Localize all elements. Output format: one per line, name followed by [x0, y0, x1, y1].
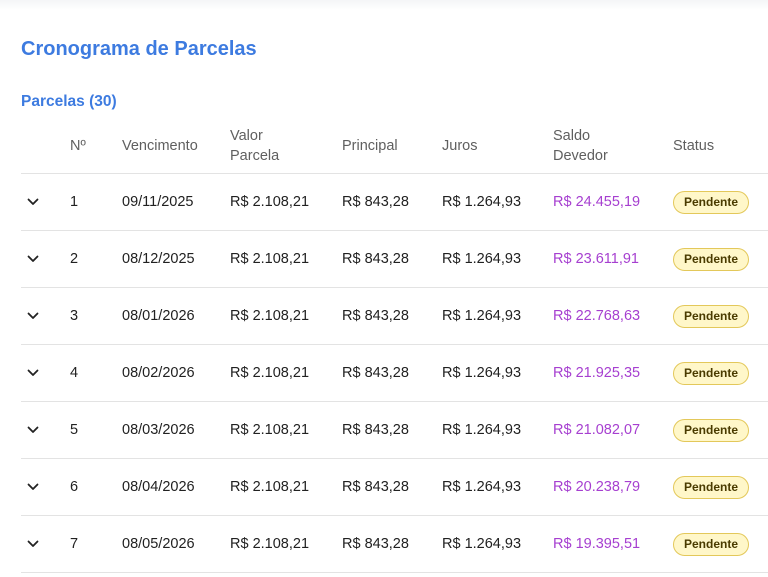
table-row[interactable]: 5 08/03/2026 R$ 2.108,21 R$ 843,28 R$ 1.… — [21, 402, 768, 459]
cell-valor-parcela: R$ 2.108,21 — [230, 422, 310, 438]
cell-juros: R$ 1.264,93 — [442, 536, 522, 552]
expand-toggle[interactable] — [27, 174, 39, 230]
header-valor-parcela: Valor Parcela — [230, 118, 279, 173]
header-valor-line1: Valor — [230, 127, 263, 144]
header-valor-line2: Parcela — [230, 147, 280, 164]
header-saldo-line2: Devedor — [553, 147, 608, 164]
cell-saldo-devedor: R$ 22.768,63 — [553, 308, 641, 324]
cell-status: Pendente — [673, 231, 750, 287]
cell-vencimento: 08/02/2026 — [122, 365, 195, 381]
cell-num: 1 — [70, 194, 79, 210]
header-saldo-devedor: Saldo Devedor — [553, 118, 608, 173]
cell-status: Pendente — [673, 459, 750, 515]
page-title: Cronograma de Parcelas — [21, 38, 257, 60]
chevron-down-icon[interactable] — [27, 367, 39, 379]
header-num: Nº — [70, 137, 86, 154]
status-badge: Pendente — [673, 532, 750, 556]
expand-toggle[interactable] — [27, 459, 39, 515]
table-row[interactable]: 3 08/01/2026 R$ 2.108,21 R$ 843,28 R$ 1.… — [21, 288, 768, 345]
expand-toggle[interactable] — [27, 402, 39, 458]
cell-juros: R$ 1.264,93 — [442, 194, 522, 210]
cell-num: 5 — [70, 422, 79, 438]
status-badge: Pendente — [673, 190, 750, 214]
table-header: Nº Vencimento Valor Parcela Principal Ju… — [21, 118, 768, 174]
cell-saldo-devedor: R$ 20.238,79 — [553, 479, 641, 495]
header-principal: Principal — [342, 137, 398, 154]
table-row[interactable]: 2 08/12/2025 R$ 2.108,21 R$ 843,28 R$ 1.… — [21, 231, 768, 288]
cell-juros: R$ 1.264,93 — [442, 422, 522, 438]
header-status: Status — [673, 137, 715, 154]
table-row[interactable]: 1 09/11/2025 R$ 2.108,21 R$ 843,28 R$ 1.… — [21, 174, 768, 231]
cell-valor-parcela: R$ 2.108,21 — [230, 536, 310, 552]
chevron-down-icon[interactable] — [27, 424, 39, 436]
cell-num: 4 — [70, 365, 79, 381]
cell-valor-parcela: R$ 2.108,21 — [230, 308, 310, 324]
cell-saldo-devedor: R$ 19.395,51 — [553, 536, 641, 552]
status-badge: Pendente — [673, 247, 750, 271]
cell-valor-parcela: R$ 2.108,21 — [230, 251, 310, 267]
cell-juros: R$ 1.264,93 — [442, 308, 522, 324]
cell-status: Pendente — [673, 288, 750, 344]
cell-principal: R$ 843,28 — [342, 422, 409, 438]
cell-status: Pendente — [673, 402, 750, 458]
cell-saldo-devedor: R$ 21.925,35 — [553, 365, 641, 381]
cell-num: 3 — [70, 308, 79, 324]
cell-principal: R$ 843,28 — [342, 365, 409, 381]
table-row[interactable]: 7 08/05/2026 R$ 2.108,21 R$ 843,28 R$ 1.… — [21, 516, 768, 573]
cell-principal: R$ 843,28 — [342, 194, 409, 210]
cell-principal: R$ 843,28 — [342, 308, 409, 324]
header-juros: Juros — [442, 137, 478, 154]
cell-principal: R$ 843,28 — [342, 536, 409, 552]
cell-vencimento: 08/01/2026 — [122, 308, 195, 324]
cell-vencimento: 08/04/2026 — [122, 479, 195, 495]
cell-vencimento: 08/12/2025 — [122, 251, 195, 267]
installments-table: Nº Vencimento Valor Parcela Principal Ju… — [21, 118, 768, 573]
cell-status: Pendente — [673, 174, 750, 230]
table-row[interactable]: 4 08/02/2026 R$ 2.108,21 R$ 843,28 R$ 1.… — [21, 345, 768, 402]
status-badge: Pendente — [673, 418, 750, 442]
cell-vencimento: 08/03/2026 — [122, 422, 195, 438]
section-title: Parcelas (30) — [21, 93, 117, 110]
chevron-down-icon[interactable] — [27, 196, 39, 208]
chevron-down-icon[interactable] — [27, 310, 39, 322]
chevron-down-icon[interactable] — [27, 538, 39, 550]
table-row[interactable]: 6 08/04/2026 R$ 2.108,21 R$ 843,28 R$ 1.… — [21, 459, 768, 516]
cell-juros: R$ 1.264,93 — [442, 365, 522, 381]
chevron-down-icon[interactable] — [27, 253, 39, 265]
cell-principal: R$ 843,28 — [342, 479, 409, 495]
cell-valor-parcela: R$ 2.108,21 — [230, 365, 310, 381]
cell-valor-parcela: R$ 2.108,21 — [230, 194, 310, 210]
cell-num: 6 — [70, 479, 79, 495]
status-badge: Pendente — [673, 361, 750, 385]
cell-saldo-devedor: R$ 24.455,19 — [553, 194, 641, 210]
table-body: 1 09/11/2025 R$ 2.108,21 R$ 843,28 R$ 1.… — [21, 174, 768, 573]
cell-juros: R$ 1.264,93 — [442, 251, 522, 267]
expand-toggle[interactable] — [27, 516, 39, 572]
cell-status: Pendente — [673, 345, 750, 401]
cell-principal: R$ 843,28 — [342, 251, 409, 267]
expand-toggle[interactable] — [27, 345, 39, 401]
cell-saldo-devedor: R$ 21.082,07 — [553, 422, 641, 438]
cell-vencimento: 08/05/2026 — [122, 536, 195, 552]
cell-num: 7 — [70, 536, 79, 552]
header-vencimento: Vencimento — [122, 137, 198, 154]
status-badge: Pendente — [673, 304, 750, 328]
cell-juros: R$ 1.264,93 — [442, 479, 522, 495]
top-strip — [0, 0, 768, 10]
cell-num: 2 — [70, 251, 79, 267]
expand-toggle[interactable] — [27, 231, 39, 287]
chevron-down-icon[interactable] — [27, 481, 39, 493]
expand-toggle[interactable] — [27, 288, 39, 344]
cell-vencimento: 09/11/2025 — [122, 194, 194, 210]
status-badge: Pendente — [673, 475, 750, 499]
header-saldo-line1: Saldo — [553, 127, 591, 144]
cell-status: Pendente — [673, 516, 750, 572]
cell-valor-parcela: R$ 2.108,21 — [230, 479, 310, 495]
cell-saldo-devedor: R$ 23.611,91 — [553, 251, 639, 267]
